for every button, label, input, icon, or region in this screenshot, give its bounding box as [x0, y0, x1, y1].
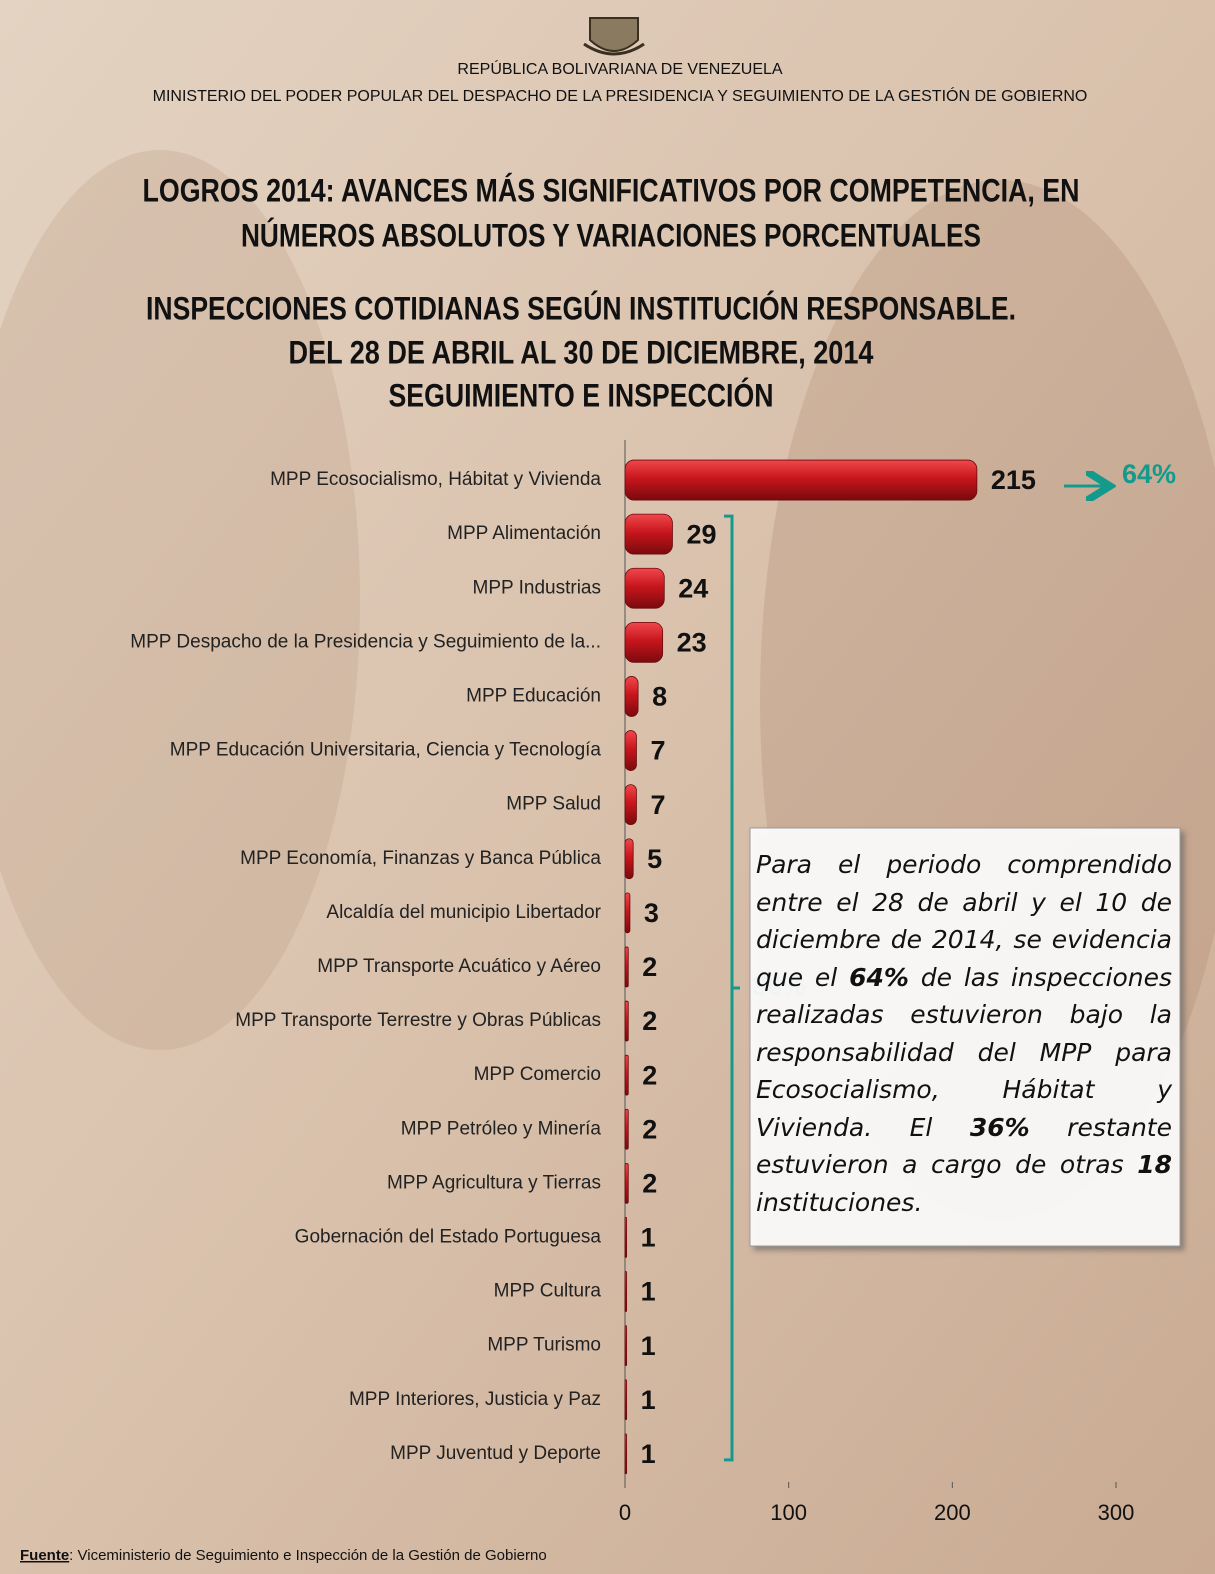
source-label: Fuente [20, 1547, 69, 1564]
category-label: MPP Alimentación [447, 523, 601, 544]
emblem [583, 17, 645, 56]
value-label: 1 [641, 1277, 656, 1307]
x-tick-label: 300 [1098, 1500, 1135, 1525]
value-label: 3 [644, 898, 659, 928]
value-label: 1 [641, 1223, 656, 1253]
bar [624, 838, 634, 880]
bar [624, 1054, 629, 1096]
note-text: Para el periodo comprendido entre el 28 … [756, 850, 1172, 992]
bar [624, 1108, 629, 1150]
chart-subtitle: DEL 28 DE ABRIL AL 30 DE DICIEMBRE, 2014 [289, 334, 874, 370]
category-label: MPP Educación [466, 685, 601, 706]
bar [624, 946, 629, 988]
value-label: 2 [642, 1060, 657, 1090]
chart-title: LOGROS 2014: AVANCES MÁS SIGNIFICATIVOS … [143, 172, 1080, 208]
category-label: MPP Comercio [474, 1064, 601, 1085]
category-label: MPP Educación Universitaria, Ciencia y T… [170, 740, 602, 761]
value-label: 1 [641, 1385, 656, 1415]
annotation-top: 64% [1122, 459, 1176, 489]
bar [624, 1000, 629, 1042]
bar [624, 676, 639, 717]
chart-subtitle: SEGUIMIENTO E INSPECCIÓN [389, 377, 774, 413]
value-label: 24 [678, 573, 708, 603]
bar [624, 784, 637, 826]
value-label: 2 [642, 952, 657, 982]
category-label: MPP Economía, Finanzas y Banca Pública [240, 848, 601, 869]
category-label: MPP Salud [506, 794, 601, 815]
note-text: instituciones. [756, 1187, 923, 1217]
x-tick-label: 0 [619, 1500, 631, 1525]
ministry: MINISTERIO DEL PODER POPULAR DEL DESPACH… [153, 86, 1088, 105]
plot: 0 100 200 300 MPP Ecosocialismo, Hábitat y V… [130, 440, 1176, 1525]
value-label: 215 [991, 465, 1036, 495]
bar [624, 892, 631, 934]
category-label: MPP Turismo [487, 1335, 601, 1356]
category-label: MPP Juventud y Deporte [390, 1443, 601, 1464]
note-box [749, 827, 1181, 1247]
note-text: restante estuvieron a cargo de otras [756, 1112, 1172, 1180]
background-shade [0, 150, 360, 1050]
value-label: 7 [650, 736, 665, 766]
value-label: 8 [652, 682, 667, 712]
source-text: : Viceministerio de Seguimiento e Inspec… [69, 1547, 547, 1564]
value-label: 1 [641, 1439, 656, 1469]
bar [624, 513, 673, 555]
x-tick-label: 200 [934, 1500, 971, 1525]
bar [624, 1379, 628, 1421]
category-label: Alcaldía del municipio Libertador [326, 902, 601, 923]
value-label: 2 [642, 1114, 657, 1144]
value-label: 2 [642, 1006, 657, 1036]
chart-title: NÚMEROS ABSOLUTOS Y VARIACIONES PORCENTU… [241, 217, 981, 253]
bar [624, 1433, 628, 1475]
note-text: de las inspecciones realizadas estuviero… [756, 962, 1172, 1142]
bar [624, 730, 637, 771]
bar [624, 567, 665, 609]
x-tick-label: 100 [770, 1500, 807, 1525]
country: REPÚBLICA BOLIVARIANA DE VENEZUELA [457, 59, 782, 78]
note: Para el periodo comprendido entre el 28 … [750, 828, 1180, 1246]
value-label: 2 [642, 1168, 657, 1198]
bar [624, 1325, 628, 1367]
bar [624, 1217, 628, 1258]
category-label: MPP Cultura [494, 1281, 602, 1302]
value-label: 5 [647, 844, 662, 874]
category-label: MPP Despacho de la Presidencia y Seguimi… [130, 631, 601, 652]
source: Fuente: Viceministerio de Seguimiento e … [20, 1547, 547, 1564]
note-emphasis: 64% [849, 962, 909, 992]
category-label: MPP Agricultura y Tierras [387, 1172, 601, 1193]
category-label: MPP Ecosocialismo, Hábitat y Vivienda [270, 469, 601, 490]
category-label: MPP Interiores, Justicia y Paz [349, 1389, 601, 1410]
bar [624, 1162, 629, 1204]
note-emphasis: 18 [1137, 1150, 1172, 1179]
chart-subtitle: INSPECCIONES COTIDIANAS SEGÚN INSTITUCIÓ… [146, 290, 1016, 326]
annotation-bracket [724, 514, 740, 1462]
category-label: Gobernación del Estado Portuguesa [295, 1226, 602, 1247]
value-label: 1 [641, 1331, 656, 1361]
category-label: MPP Petróleo y Minería [401, 1118, 602, 1139]
bar [624, 1271, 628, 1312]
value-label: 29 [686, 519, 716, 549]
value-label: 7 [650, 790, 665, 820]
category-label: MPP Industrias [473, 577, 601, 598]
category-label: MPP Transporte Acuático y Aéreo [317, 956, 601, 977]
note-emphasis: 36% [969, 1112, 1030, 1142]
category-label: MPP Transporte Terrestre y Obras Pública… [235, 1010, 601, 1031]
bar [624, 621, 664, 663]
bar [624, 459, 978, 501]
note-container: Para el periodo comprendido entre el 28 … [750, 828, 1180, 1246]
value-label: 23 [677, 627, 707, 657]
